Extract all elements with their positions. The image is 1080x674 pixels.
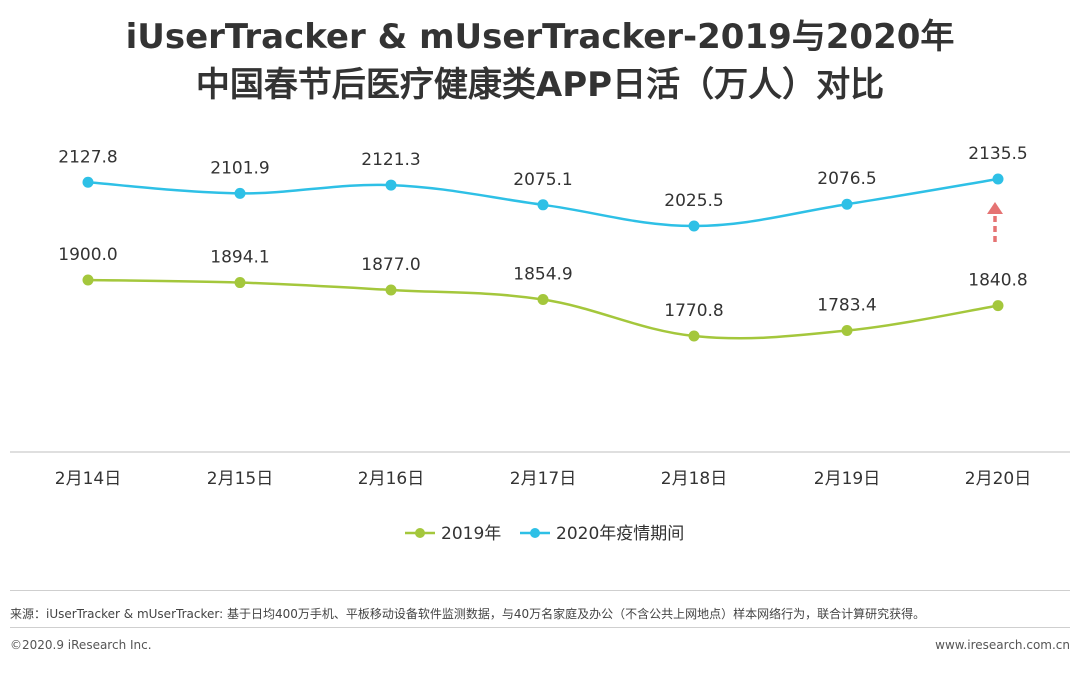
- data-label: 2135.5: [968, 144, 1027, 164]
- x-tick-label: 2月17日: [510, 469, 576, 489]
- x-tick-label: 2月16日: [358, 469, 424, 489]
- data-point: [688, 220, 700, 232]
- data-point: [537, 199, 549, 211]
- data-point: [82, 176, 94, 188]
- x-tick-label: 2月19日: [814, 469, 880, 489]
- legend-marker: [415, 528, 425, 538]
- legend-marker: [530, 528, 540, 538]
- x-tick-label: 2月20日: [965, 469, 1031, 489]
- data-point: [841, 325, 853, 337]
- copyright-text: ©2020.9 iResearch Inc.: [10, 638, 152, 652]
- footer-divider: [10, 590, 1070, 591]
- legend-label: 2019年: [441, 524, 501, 544]
- x-tick-label: 2月14日: [55, 469, 121, 489]
- chart-title-line2: 中国春节后医疗健康类APP日活（万人）对比: [195, 65, 885, 105]
- data-label: 2127.8: [58, 147, 117, 167]
- data-point: [234, 277, 246, 289]
- data-point: [992, 300, 1004, 312]
- footer-divider-2: [10, 627, 1070, 628]
- data-label: 2121.3: [361, 150, 420, 170]
- data-label: 2076.5: [817, 169, 876, 189]
- data-label: 1854.9: [513, 265, 572, 285]
- data-label: 2025.5: [664, 191, 723, 211]
- data-point: [688, 330, 700, 342]
- data-label: 1840.8: [968, 271, 1027, 291]
- data-point: [537, 294, 549, 306]
- x-tick-label: 2月15日: [207, 469, 273, 489]
- data-label: 2101.9: [210, 158, 269, 178]
- data-label: 1783.4: [817, 296, 876, 316]
- data-point: [82, 274, 94, 286]
- source-note: 来源：iUserTracker & mUserTracker: 基于日均400万…: [10, 607, 926, 621]
- data-label: 1900.0: [58, 245, 117, 265]
- data-point: [385, 284, 397, 296]
- line-chart: 2月14日 2月15日 2月16日 2月17日 2月18日 2月19日 2月20日 1900.…: [10, 144, 1070, 544]
- data-point: [992, 173, 1004, 185]
- chart-title-line1: iUserTracker & mUserTracker-2019与2020年: [125, 17, 955, 57]
- increase-arrow-head: [987, 202, 1003, 214]
- data-point: [385, 179, 397, 191]
- data-point: [234, 187, 246, 199]
- x-tick-label: 2月18日: [661, 469, 727, 489]
- data-label: 1770.8: [664, 301, 723, 321]
- legend-label: 2020年疫情期间: [556, 524, 684, 544]
- data-label: 1877.0: [361, 255, 420, 275]
- data-label: 2075.1: [513, 170, 572, 190]
- data-point: [841, 198, 853, 210]
- data-label: 1894.1: [210, 248, 269, 268]
- site-url: www.iresearch.com.cn: [935, 638, 1070, 652]
